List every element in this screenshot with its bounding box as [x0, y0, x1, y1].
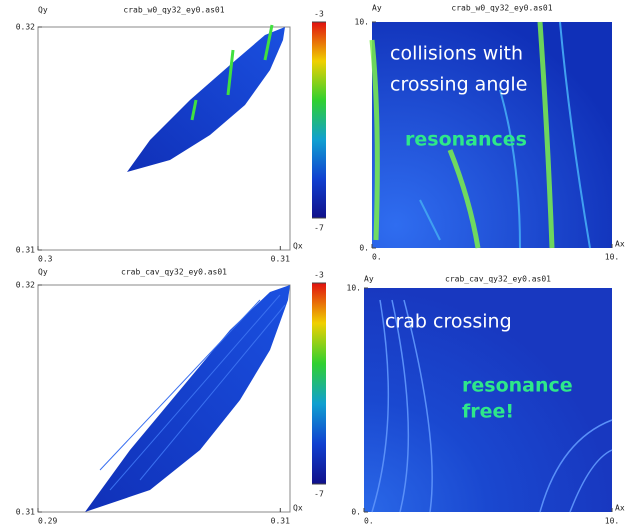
colorbar-label: -3	[314, 271, 324, 280]
annotation: resonances	[405, 129, 527, 151]
x-tick-label: 0.	[364, 517, 374, 526]
y-tick-label: 0.	[359, 244, 369, 253]
colorbar	[312, 22, 326, 218]
footprint	[127, 27, 285, 172]
x-tick-label: 0.31	[271, 255, 290, 264]
x-tick-label: 0.29	[38, 517, 57, 526]
y-tick-label: 0.	[351, 508, 361, 517]
y-tick-label: 10.	[355, 18, 369, 27]
colorbar-label: -7	[314, 224, 324, 233]
annotation: collisions with	[390, 43, 523, 65]
annotation: crab crossing	[385, 311, 512, 333]
x-tick-label: 0.	[372, 253, 382, 262]
colorbar	[312, 283, 326, 484]
chart-title: crab_w0_qy32_ey0.as01	[451, 4, 552, 13]
x-tick-label: 10.	[605, 517, 619, 526]
y-tick-label: 0.32	[16, 281, 35, 290]
y-axis-label: Ay	[372, 4, 382, 13]
y-axis-label: Qy	[38, 268, 48, 277]
y-axis-label: Qy	[38, 6, 48, 15]
chart-title: crab_cav_qy32_ey0.as01	[445, 275, 551, 284]
x-tick-label: 0.3	[38, 255, 53, 264]
map-structure	[419, 21, 591, 249]
annotation: free!	[462, 401, 514, 423]
resonance-line	[190, 24, 274, 121]
y-tick-label: 0.31	[16, 246, 35, 255]
map-structure	[371, 299, 613, 513]
y-axis-label: Ay	[364, 275, 374, 284]
map-image	[364, 288, 612, 512]
chart-title: crab_w0_qy32_ey0.as01	[123, 6, 224, 15]
resonance-line	[369, 21, 555, 249]
y-tick-label: 0.32	[16, 23, 35, 32]
x-axis-label: Ax	[615, 504, 625, 513]
annotation: resonance	[462, 375, 573, 397]
x-tick-label: 0.31	[271, 517, 290, 526]
chart-title: crab_cav_qy32_ey0.as01	[121, 268, 227, 277]
footprint-structure	[99, 294, 286, 491]
x-tick-label: 10.	[605, 253, 619, 262]
y-tick-label: 10.	[347, 284, 361, 293]
colorbar-label: -7	[314, 490, 324, 499]
x-axis-label: Ax	[615, 240, 625, 249]
x-axis-label: Qx	[293, 504, 303, 513]
x-axis-label: Qx	[293, 242, 303, 251]
y-tick-label: 0.31	[16, 508, 35, 517]
annotation: crossing angle	[390, 74, 527, 96]
colorbar-label: -3	[314, 10, 324, 19]
